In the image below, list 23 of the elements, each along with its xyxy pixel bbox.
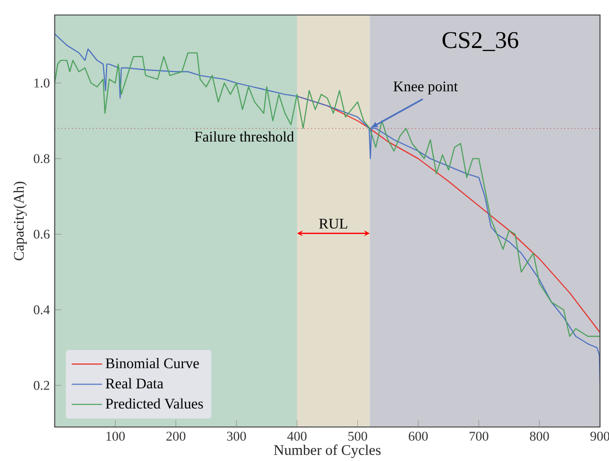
y-tick-label: 0.6 bbox=[34, 230, 50, 239]
legend-label: Real Data bbox=[106, 378, 164, 388]
annotation: RUL bbox=[319, 218, 348, 228]
y-tick-label: 1.0 bbox=[34, 78, 50, 88]
x-tick-label: 500 bbox=[348, 432, 368, 441]
x-tick-label: 400 bbox=[287, 432, 307, 441]
y-tick-label: 0.4 bbox=[34, 305, 50, 314]
legend-label: Predicted Values bbox=[106, 398, 203, 409]
x-tick-label: 800 bbox=[530, 432, 549, 441]
x-tick-label: 600 bbox=[408, 432, 428, 441]
x-tick-label: 900 bbox=[590, 432, 609, 441]
y-tick-label: 0.8 bbox=[34, 154, 50, 163]
legend-label: Binomial Curve bbox=[106, 358, 199, 368]
x-axis-title: Number of Cycles bbox=[274, 444, 381, 458]
x-tick-label: 700 bbox=[470, 432, 488, 441]
x-tick-label: 200 bbox=[166, 432, 186, 441]
x-tick-label: 300 bbox=[227, 432, 246, 441]
annotation: CS2_36 bbox=[442, 32, 518, 51]
y-axis-title: Capacity(Ah) bbox=[13, 182, 27, 260]
ref-line-label: Failure threshold bbox=[194, 131, 294, 142]
annotation: Knee point bbox=[394, 81, 458, 94]
y-tick-label: 0.2 bbox=[34, 380, 50, 390]
x-tick-label: 100 bbox=[106, 432, 125, 441]
